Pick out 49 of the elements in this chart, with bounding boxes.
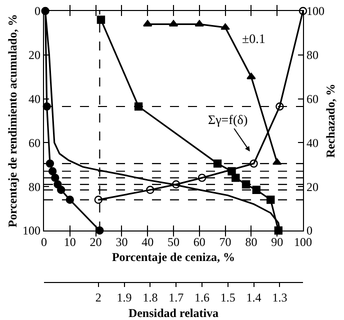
- x-tick-label: 100: [294, 235, 312, 250]
- x2-tick-label: 1.8: [142, 290, 158, 305]
- y2-axis-title: Rechazado, %: [323, 84, 338, 158]
- y-tick-label: 60: [28, 136, 40, 150]
- point: [252, 186, 260, 194]
- point: [142, 20, 152, 27]
- x-tick-label: 40: [142, 235, 154, 250]
- y2-tick-label: 40: [306, 136, 319, 150]
- x2-tick-label: 1.4: [246, 290, 262, 305]
- y2-tick-label: 20: [306, 180, 319, 194]
- point: [168, 20, 178, 27]
- x-tick-label: 30: [116, 235, 128, 250]
- y-tick-label: 80: [28, 180, 40, 194]
- y-axis-title: Porcentaje de rendimiento acumulado, %: [6, 14, 20, 228]
- x2-tick-label: 2: [95, 290, 102, 305]
- y2-tick-label: 100: [306, 4, 325, 18]
- point: [96, 16, 106, 24]
- y2-tick-label: 0: [306, 224, 313, 238]
- x-tick-label: 60: [193, 235, 206, 250]
- x2-tick-label: 1.9: [116, 290, 132, 305]
- x-tick-label: 50: [168, 235, 180, 250]
- x-tick-label: 70: [219, 235, 232, 250]
- point: [213, 159, 222, 168]
- x-tick-label: 10: [64, 235, 76, 250]
- point: [220, 23, 230, 30]
- y-tick-label: 40: [28, 92, 40, 106]
- point: [194, 20, 204, 27]
- y-tick-label: 20: [28, 48, 40, 62]
- x-tick-label: 80: [245, 235, 258, 250]
- x2-tick-label: 1.7: [168, 290, 184, 305]
- y-tick-label: 100: [22, 224, 40, 238]
- point: [232, 174, 240, 182]
- x-tick-label: 20: [90, 235, 102, 250]
- x-tick-label: 90: [271, 235, 284, 250]
- point: [246, 72, 256, 80]
- x2-axis-title: Densidad relativa: [128, 306, 219, 320]
- point: [56, 186, 66, 194]
- annotation: Σγ=f(δ): [208, 112, 248, 127]
- point: [266, 196, 275, 204]
- x-axis-title: Porcentaje de ceniza, %: [112, 250, 236, 264]
- x2-tick-label: 1.6: [194, 290, 210, 305]
- y2-tick-label: 60: [306, 92, 319, 106]
- annotation: ±0.1: [242, 31, 266, 46]
- x2-tick-label: 1.5: [220, 290, 236, 305]
- y2-tick-label: 80: [306, 48, 319, 62]
- x2-tick-label: 1.3: [272, 290, 288, 305]
- y-tick-label: 0: [34, 4, 40, 18]
- point: [51, 174, 60, 182]
- point: [272, 158, 282, 165]
